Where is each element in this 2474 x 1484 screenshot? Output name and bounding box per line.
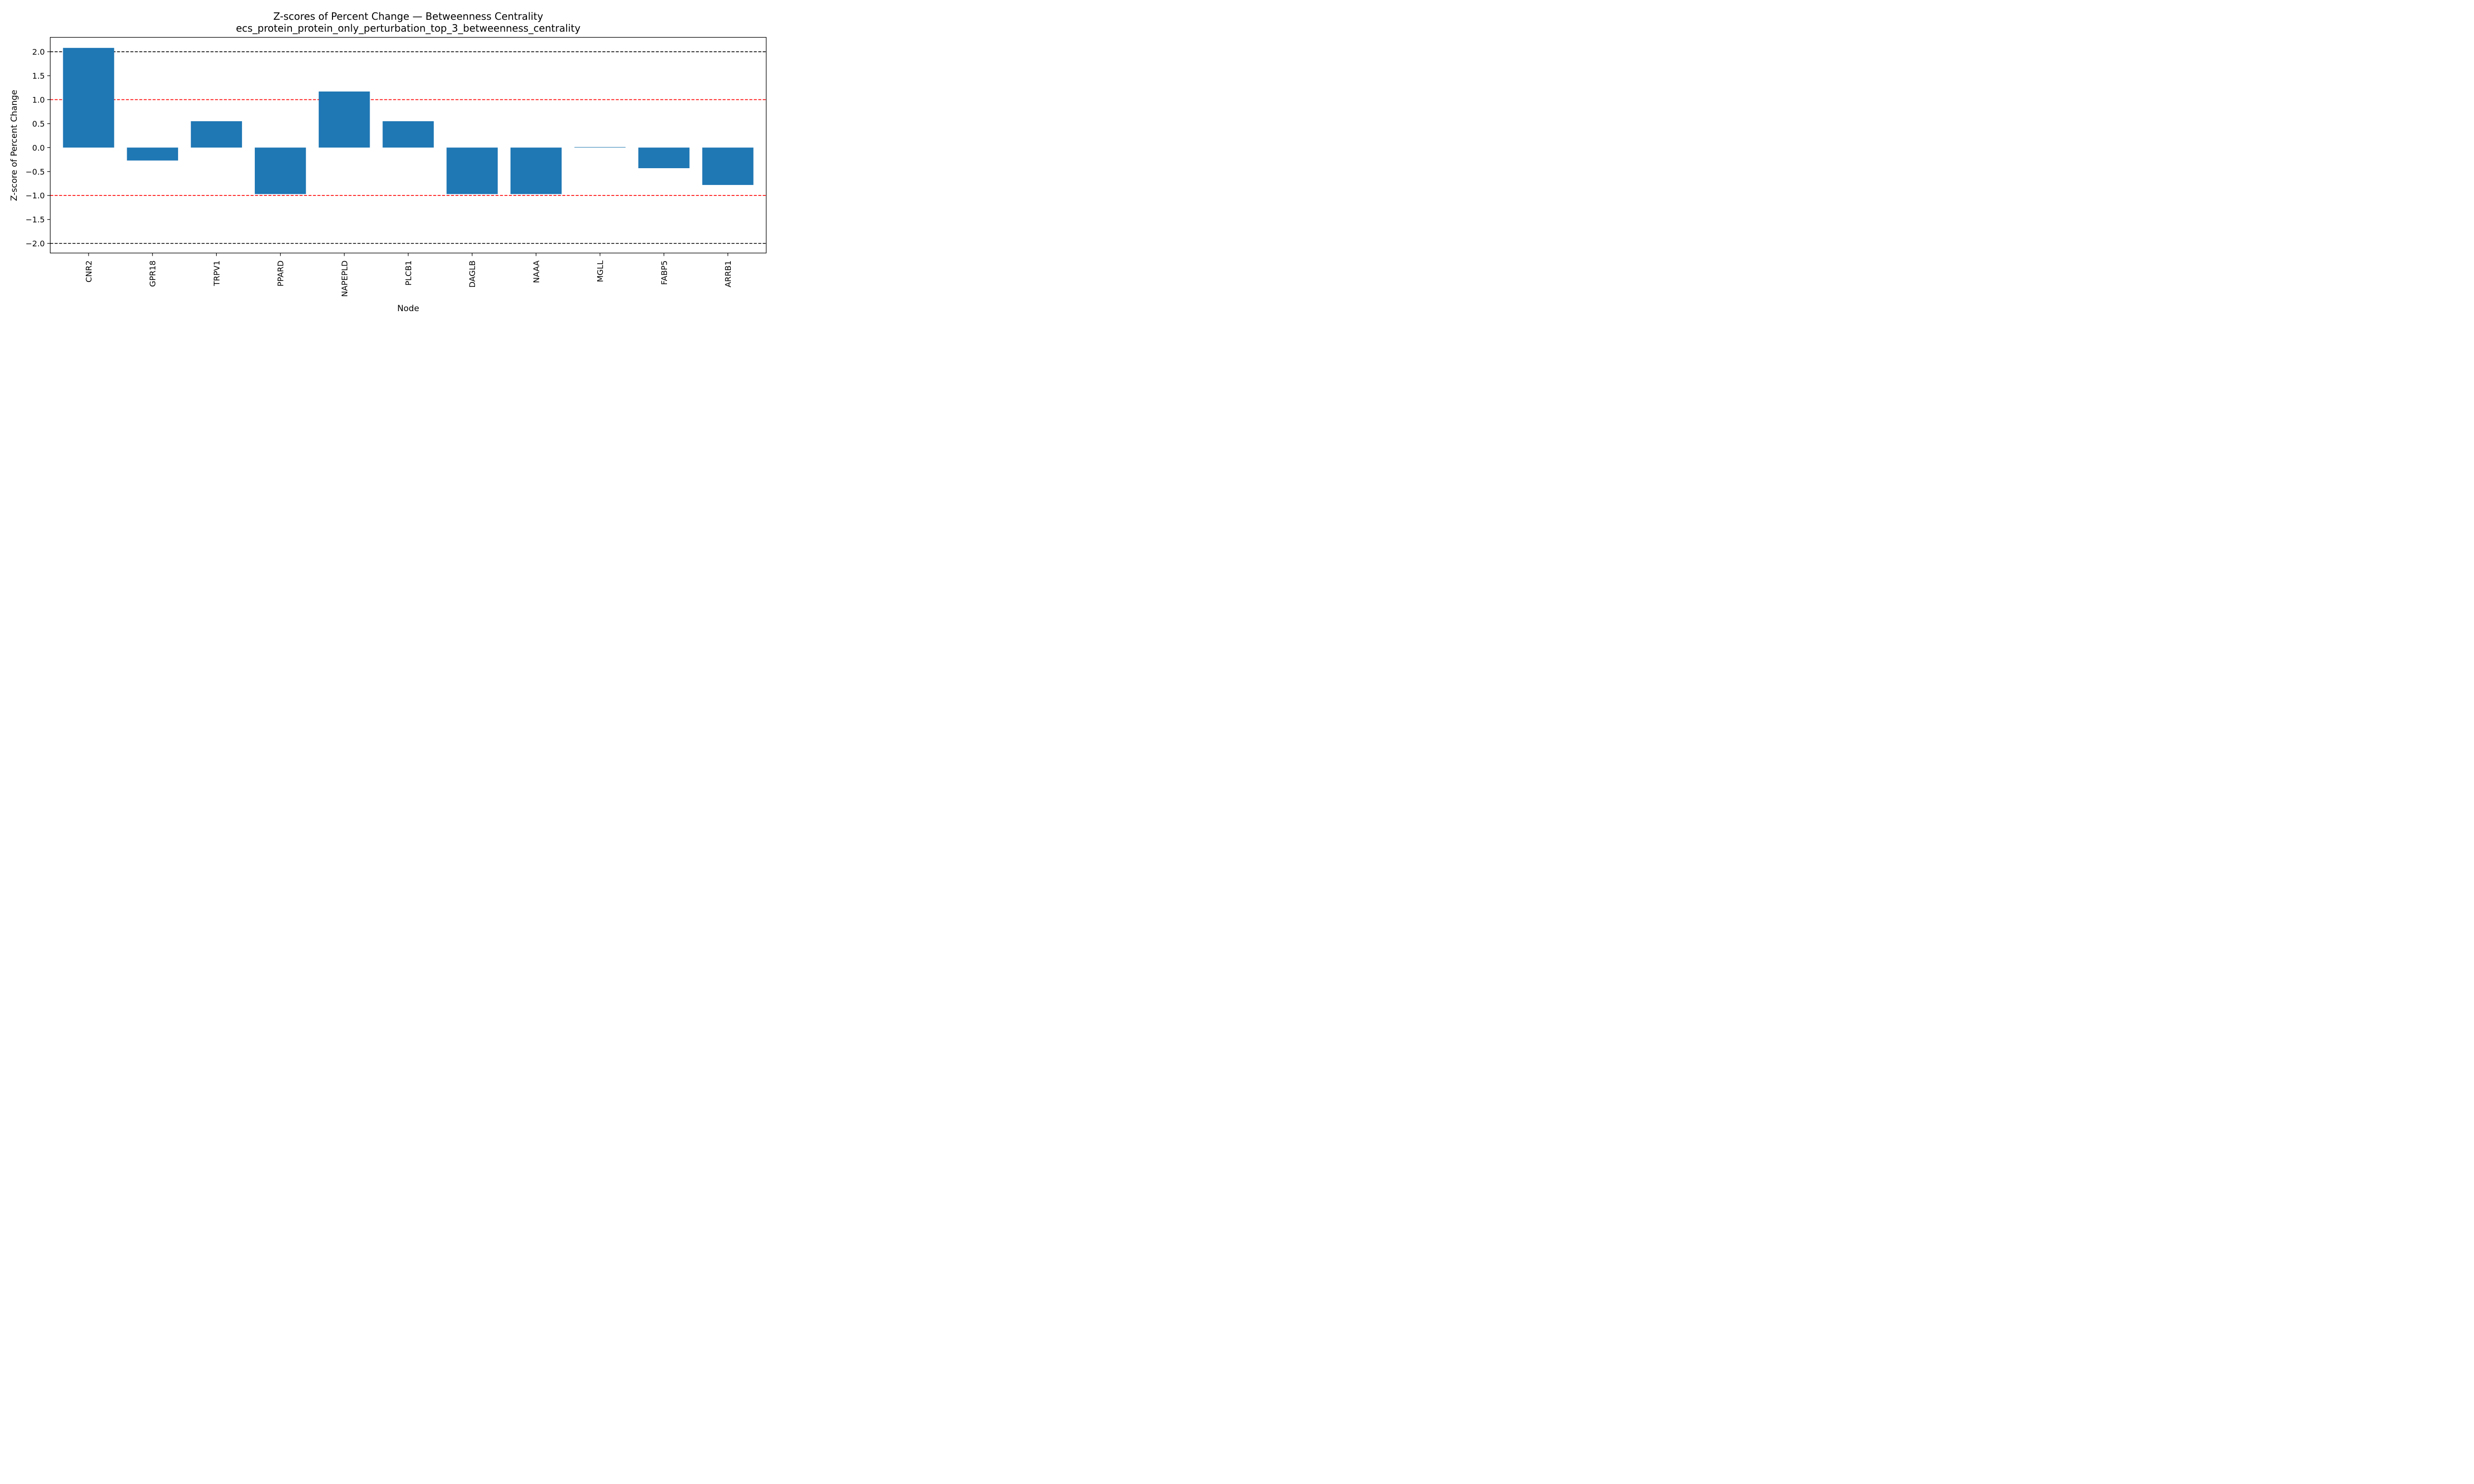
y-tick-label: −1.0 — [26, 191, 45, 200]
x-tick-label-trpv1: TRPV1 — [212, 261, 221, 287]
bar-chart: Z-scores of Percent Change — Betweenness… — [9, 10, 767, 314]
bar-trpv1 — [190, 121, 242, 148]
x-tick-label-naaa: NAAA — [531, 260, 541, 283]
bars — [63, 47, 754, 194]
x-tick-label-mgll: MGLL — [596, 260, 605, 282]
y-tick-label: 1.0 — [32, 95, 45, 104]
y-tick-label: 2.0 — [32, 47, 45, 57]
y-axis: 2.0 1.5 1.0 0.5 0.0 −0.5 −1.0 −1.5 −2.0 — [26, 47, 50, 248]
x-tick-label-ppard: PPARD — [276, 261, 285, 287]
bar-naaa — [510, 147, 562, 194]
bar-plcb1 — [382, 121, 434, 148]
y-tick-label: 0.0 — [32, 143, 45, 152]
x-axis-label: Node — [397, 304, 419, 314]
x-tick-label-cnr2: CNR2 — [84, 261, 94, 282]
chart-subtitle: ecs_protein_protein_only_perturbation_to… — [236, 22, 580, 34]
bar-cnr2 — [63, 47, 114, 148]
x-tick-label-plcb1: PLCB1 — [404, 261, 413, 286]
bar-ppard — [254, 147, 306, 194]
y-tick-label: 0.5 — [32, 119, 45, 129]
reference-lines — [50, 51, 766, 244]
bar-fabp5 — [638, 147, 690, 169]
bar-gpr18 — [127, 147, 178, 161]
x-tick-label-fabp5: FABP5 — [660, 261, 669, 285]
bar-arrb1 — [702, 147, 754, 185]
bar-napepld — [319, 91, 370, 148]
x-tick-label-daglb: DAGLB — [468, 261, 477, 288]
y-axis-label: Z-score of Percent Change — [9, 90, 19, 201]
y-tick-label: −0.5 — [26, 167, 45, 177]
x-tick-label-napepld: NAPEPLD — [340, 261, 349, 297]
y-tick-label: −2.0 — [26, 239, 45, 248]
x-tick-label-arrb1: ARRB1 — [723, 261, 733, 287]
chart-title: Z-scores of Percent Change — Betweenness… — [273, 10, 543, 22]
bar-daglb — [446, 147, 498, 194]
y-tick-label: 1.5 — [32, 71, 45, 81]
plot-frame — [49, 37, 767, 254]
y-tick-label: −1.5 — [26, 215, 45, 225]
chart-figure: Z-scores of Percent Change — Betweenness… — [0, 0, 776, 323]
x-tick-label-gpr18: GPR18 — [148, 261, 157, 287]
x-axis: CNR2 GPR18 TRPV1 PPARD NAPEPLD PLCB1 DAGLB NAAA… — [84, 253, 733, 297]
